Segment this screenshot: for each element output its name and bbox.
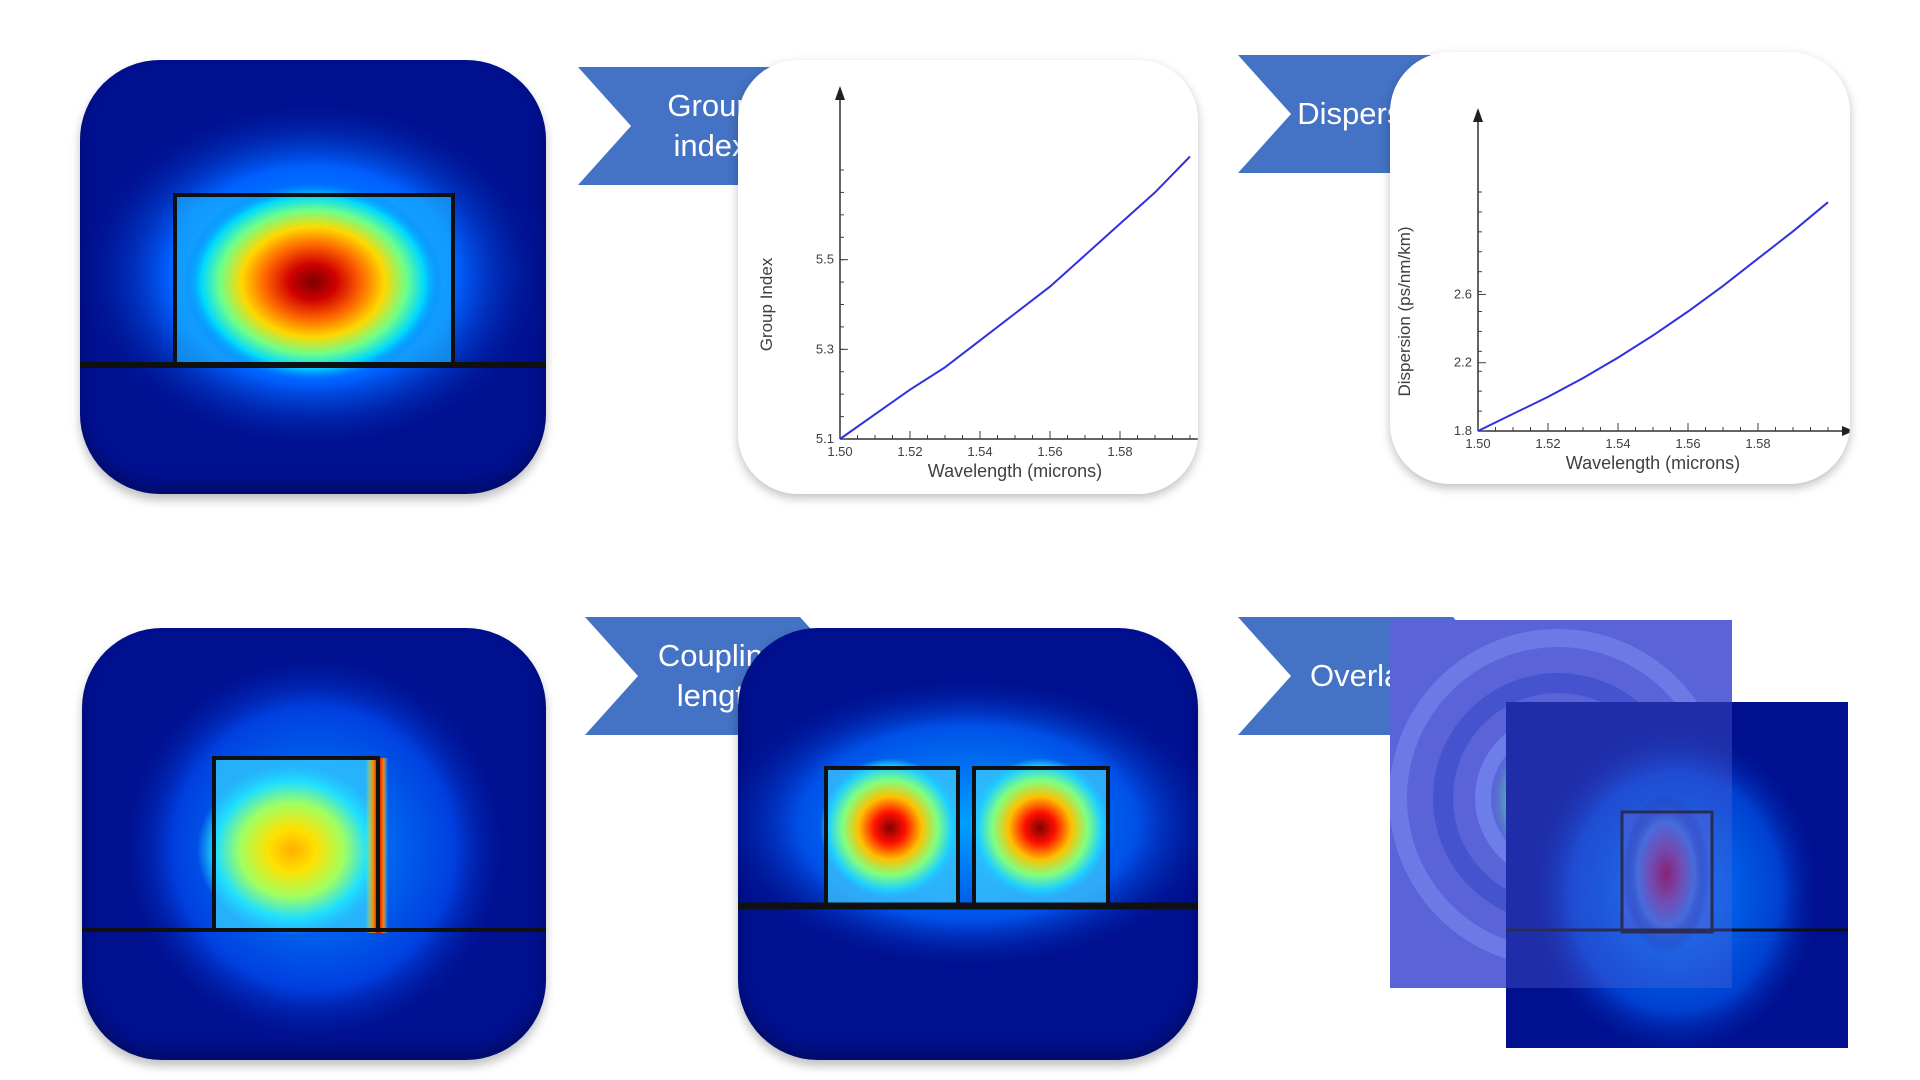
group-index-chart: 1.50 1.52 1.54 1.56 1.58 5.1 5.3 5.5 Wavelength …: [757, 86, 1198, 481]
x-axis-label: Wavelength (microns): [928, 461, 1102, 481]
left-mode-hotspot: [820, 758, 960, 898]
y-tick-label: 5.1: [816, 431, 834, 446]
x-tick-label: 1.56: [1675, 436, 1700, 451]
x-tick-label: 1.54: [1605, 436, 1630, 451]
group-index-chart-panel: 1.50 1.52 1.54 1.56 1.58 5.1 5.3 5.5 Wavelength …: [738, 60, 1198, 494]
right-mode-hotspot: [970, 758, 1110, 898]
overlap-transparency: [1506, 702, 1732, 988]
y-axis-label: Dispersion (ps/nm/km): [1395, 226, 1414, 396]
x-axis-label: Wavelength (microns): [1566, 453, 1740, 473]
mode-field-panel-single: [80, 60, 546, 494]
waveguide-outline: [1620, 810, 1714, 934]
y-axis-arrow-icon: [835, 86, 845, 100]
mode-field-single-svg: [80, 95, 546, 455]
y-axis-label: Group Index: [757, 257, 776, 351]
y-tick-label: 5.3: [816, 341, 834, 356]
y-tick-label: 2.6: [1454, 286, 1472, 301]
y-tick-label: 2.2: [1454, 355, 1472, 370]
mode-field-edge-svg: [82, 648, 546, 1048]
x-tick-label: 1.58: [1745, 436, 1770, 451]
x-tick-label: 1.50: [1465, 436, 1490, 451]
x-tick-label: 1.52: [1535, 436, 1560, 451]
dispersion-chart-panel: 1.50 1.52 1.54 1.56 1.58 1.8 2.2 2.6 Wavelength …: [1390, 52, 1850, 484]
x-tick-label: 1.52: [897, 444, 922, 459]
x-tick-label: 1.58: [1107, 444, 1132, 459]
x-tick-label: 1.50: [827, 444, 852, 459]
y-tick-label: 1.8: [1454, 423, 1472, 438]
overlap-front-field: [1506, 702, 1848, 1048]
x-tick-label: 1.54: [967, 444, 992, 459]
mode-field-panel-edge: [82, 628, 546, 1060]
overlap-front-hotspot: [1622, 794, 1710, 954]
coupled-waveguides-panel: [738, 628, 1198, 1060]
mode-hotspot: [183, 182, 443, 382]
series-line: [1477, 201, 1829, 432]
overlap-front-svg: [1506, 722, 1848, 1048]
y-tick-label: 5.5: [816, 252, 834, 267]
mode-halo: [738, 673, 1198, 973]
x-tick-label: 1.56: [1037, 444, 1062, 459]
x-axis-arrow-icon: [1842, 426, 1850, 436]
coupled-waveguides-svg: [738, 673, 1198, 973]
dispersion-chart: 1.50 1.52 1.54 1.56 1.58 1.8 2.2 2.6 Wavelength …: [1395, 108, 1850, 473]
series-line: [839, 155, 1191, 440]
y-axis-arrow-icon: [1473, 108, 1483, 122]
mode-hotspot: [197, 765, 387, 935]
